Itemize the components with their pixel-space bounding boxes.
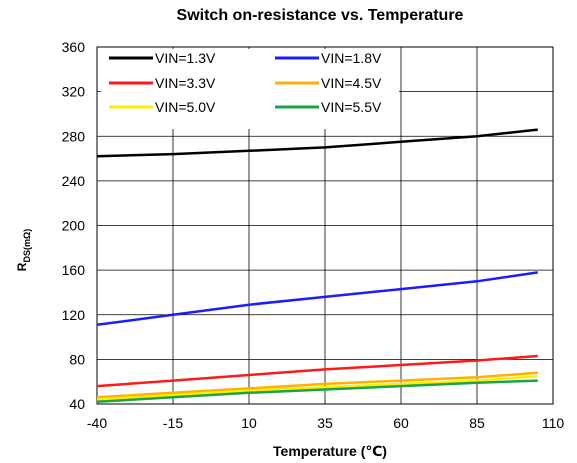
x-tick-label: 10 (241, 415, 257, 431)
x-tick-label: -40 (87, 415, 107, 431)
y-tick-label: 360 (62, 39, 86, 55)
y-tick-label: 40 (69, 396, 85, 412)
x-axis-label: Temperature (℃) (273, 443, 387, 459)
series-lines (96, 128, 538, 404)
x-tick-label: 110 (542, 415, 565, 431)
legend-label: VIN=5.5V (321, 99, 382, 115)
series-line (96, 354, 538, 388)
y-tick-label: 120 (62, 307, 86, 323)
y-axis-label: RDS(mΩ) (15, 229, 32, 271)
x-tick-label: 60 (393, 415, 409, 431)
y-tick-label: 240 (62, 173, 86, 189)
legend-label: VIN=3.3V (155, 75, 216, 91)
y-axis-label-main: R (15, 262, 29, 271)
x-axis-ticks: -40 -15 10 35 60 85 110 (87, 415, 564, 431)
y-tick-label: 280 (62, 128, 86, 144)
chart-title: Switch on-resistance vs. Temperature (177, 7, 464, 24)
y-tick-label: 80 (69, 351, 85, 367)
x-tick-label: 85 (469, 415, 485, 431)
legend-label: VIN=4.5V (321, 75, 382, 91)
series-line (96, 371, 538, 399)
series-line (96, 128, 538, 158)
x-tick-label: 35 (317, 415, 333, 431)
series-line (96, 379, 538, 404)
y-tick-label: 160 (62, 262, 86, 278)
legend-background (101, 49, 399, 129)
legend-label: VIN=1.3V (155, 50, 216, 66)
y-axis-ticks: 40 80 120 160 200 240 280 320 360 (62, 39, 86, 412)
x-tick-label: -15 (163, 415, 183, 431)
legend-label: VIN=1.8V (321, 50, 382, 66)
y-axis-label-sub: DS(mΩ) (22, 229, 32, 263)
legend: VIN=1.3V VIN=1.8V VIN=3.3V VIN=4.5V VIN=5.0V… (101, 49, 399, 129)
y-tick-label: 320 (62, 84, 86, 100)
series-line (96, 374, 538, 401)
y-tick-label: 200 (62, 218, 86, 234)
series-line (96, 271, 538, 327)
legend-label: VIN=5.0V (155, 99, 216, 115)
